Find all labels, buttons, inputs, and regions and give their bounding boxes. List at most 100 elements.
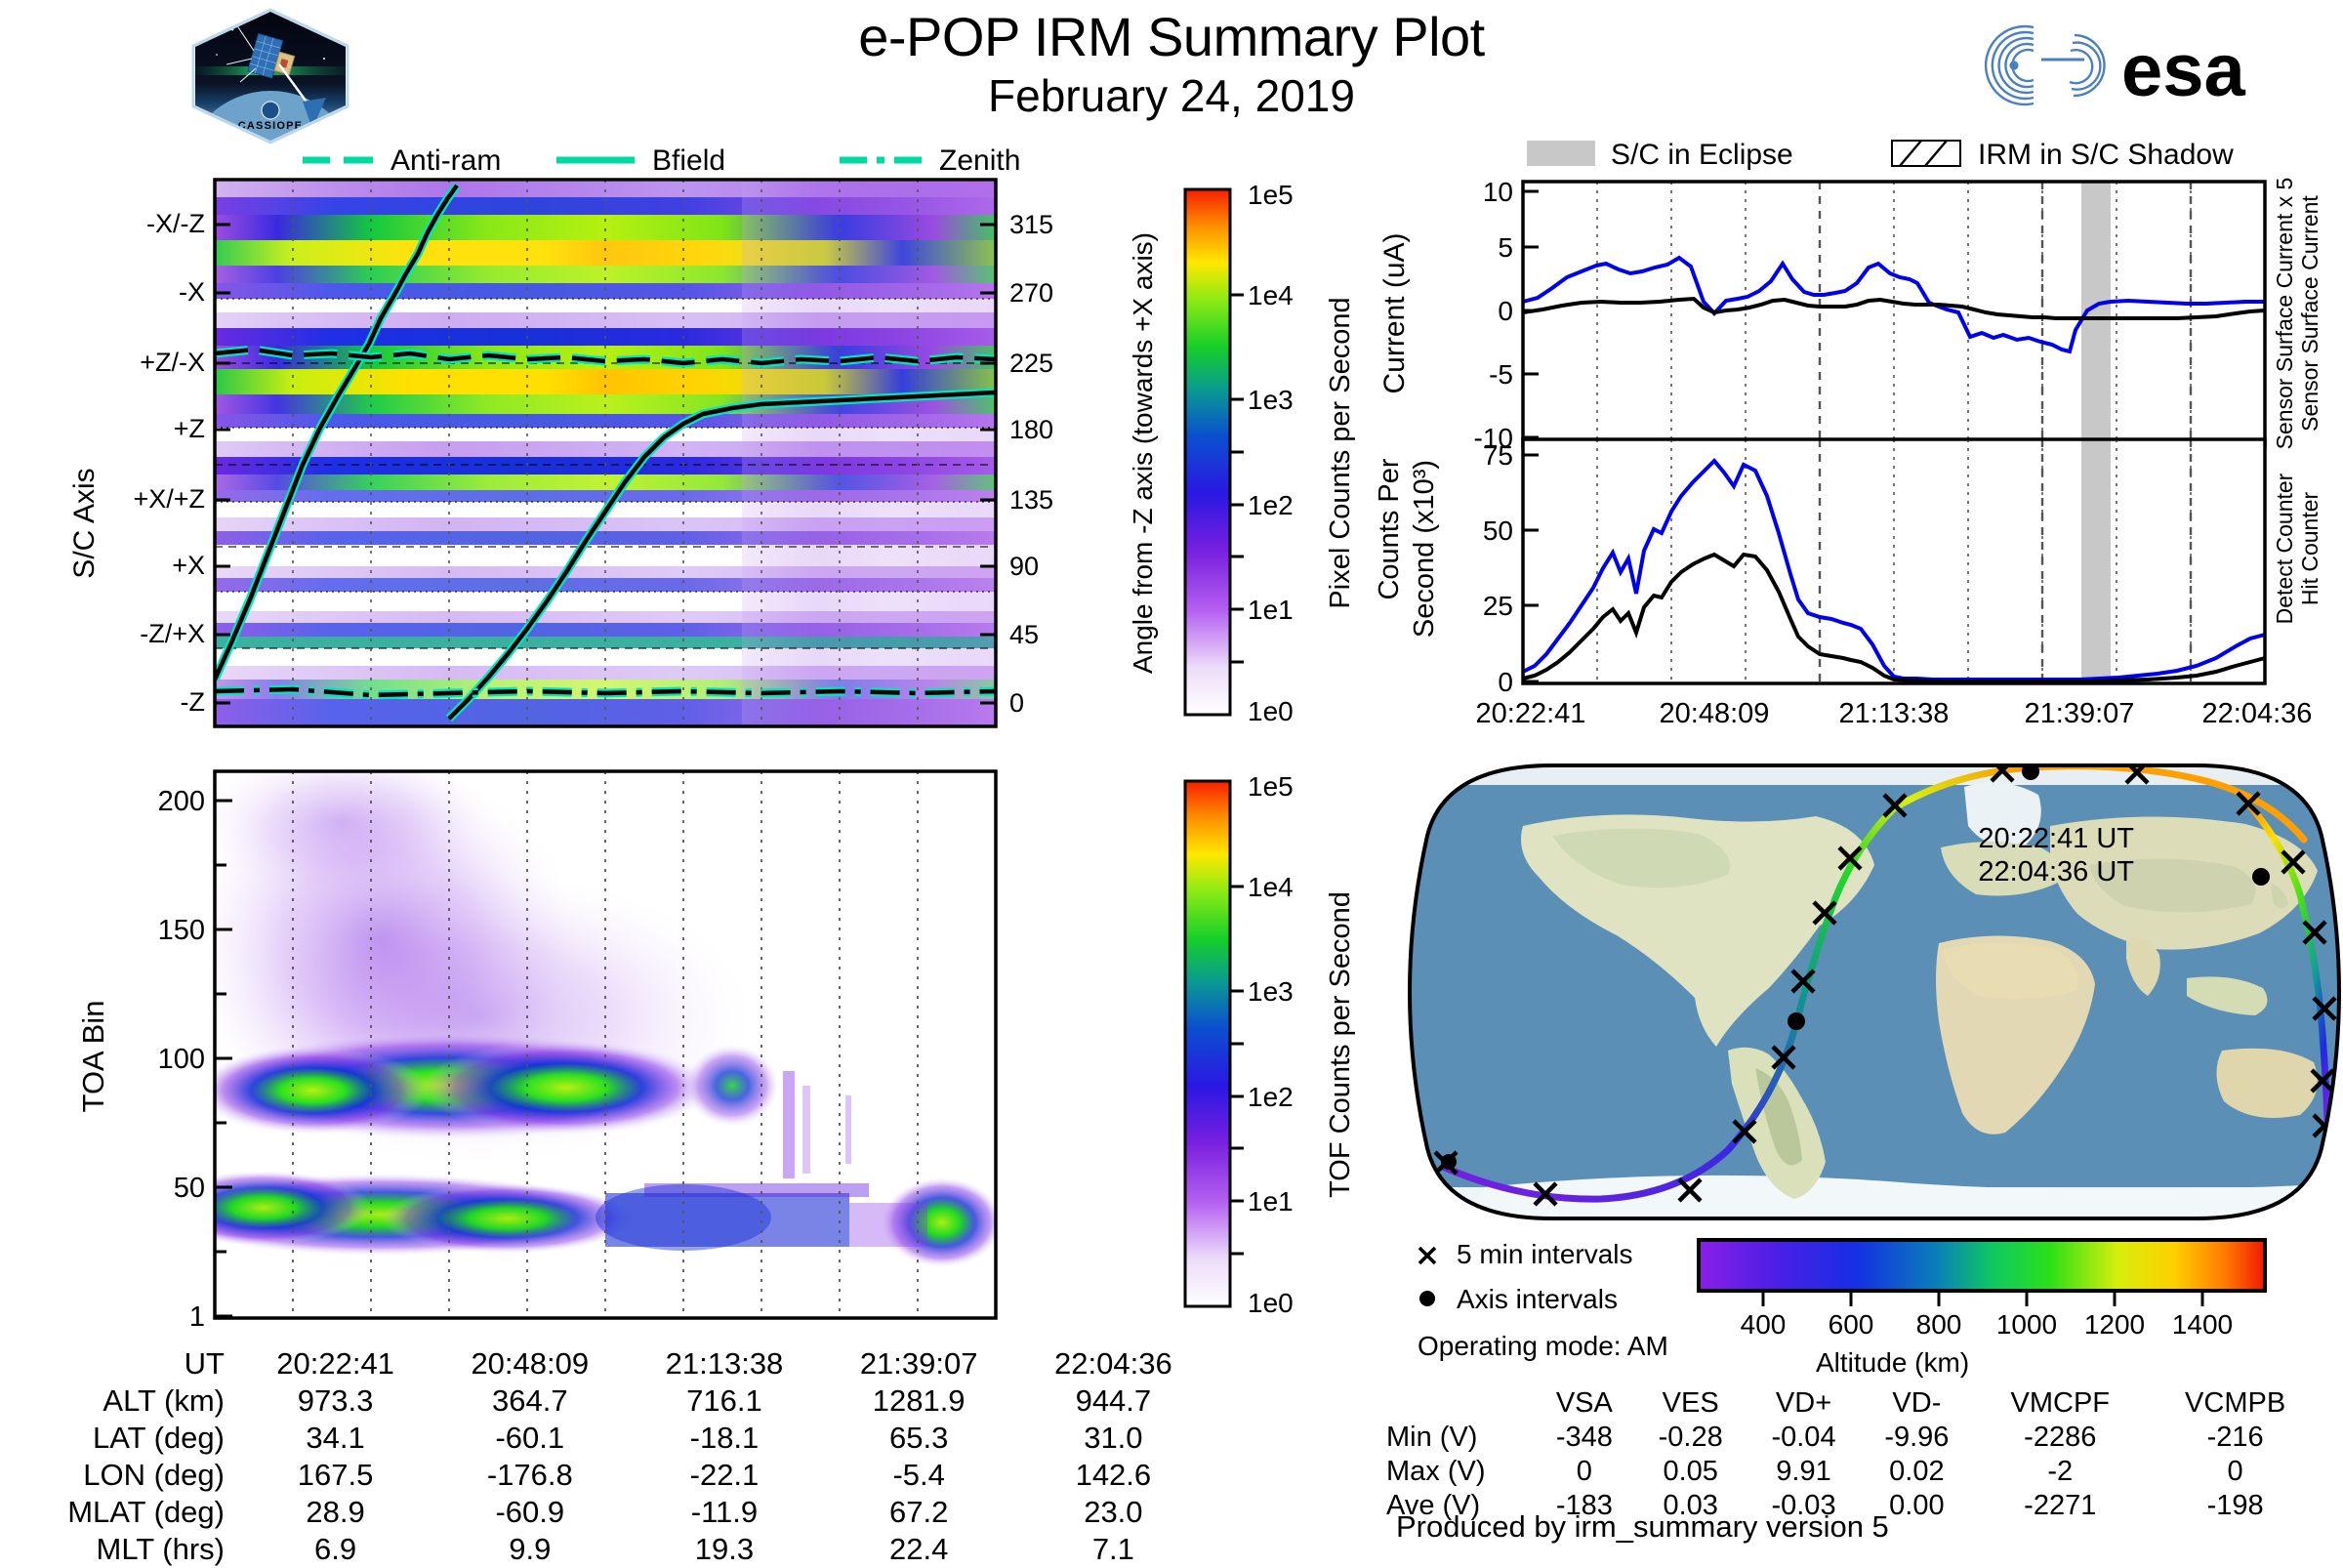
svg-text:Angle from -Z axis (towards +X: Angle from -Z axis (towards +X axis) bbox=[1128, 232, 1158, 674]
svg-text:0: 0 bbox=[1009, 688, 1024, 718]
svg-text:75: 75 bbox=[1483, 440, 1513, 471]
toa-ylabel: TOA Bin bbox=[76, 1001, 110, 1113]
svg-text:1e1: 1e1 bbox=[1248, 595, 1294, 625]
row-label: Max (V) bbox=[1386, 1456, 1486, 1487]
svg-text:-Z/+X: -Z/+X bbox=[140, 619, 205, 648]
svg-text:100: 100 bbox=[158, 1044, 205, 1075]
svg-text:-X/-Z: -X/-Z bbox=[146, 209, 205, 238]
column-header: VES bbox=[1662, 1387, 1719, 1419]
table-cell: 0.05 bbox=[1663, 1456, 1718, 1487]
table-cell: 973.3 bbox=[297, 1383, 374, 1418]
table-row: UT 20:22:41 20:48:09 21:13:38 21:39:07 22:04:… bbox=[59, 1345, 1211, 1382]
svg-text:1e2: 1e2 bbox=[1248, 490, 1294, 520]
subtitle-text: February 24, 2019 bbox=[988, 70, 1355, 121]
table-cell: -60.1 bbox=[495, 1421, 565, 1455]
table-cell: 21:13:38 bbox=[665, 1346, 784, 1381]
table-row: Max (V) 0 0.05 9.91 0.02 -2 0 bbox=[1386, 1455, 2323, 1489]
table-cell: 65.3 bbox=[888, 1421, 949, 1455]
voltage-grid: VSA VES VD+ VD- VMCPF VCMPB Min (V) -348 -0.28 -… bbox=[1386, 1386, 2323, 1523]
counts-panel: 75 50 25 0 Counts Per Second (x10³) Detect… bbox=[1357, 432, 2343, 744]
svg-text:1e0: 1e0 bbox=[1248, 1288, 1294, 1318]
row-label: UT bbox=[184, 1346, 225, 1381]
table-cell: 9.91 bbox=[1776, 1456, 1831, 1487]
row-label: Ave (V) bbox=[1386, 1490, 1481, 1521]
sc-axis-ylabel: S/C Axis bbox=[68, 468, 101, 578]
current-ytick-group: 10 5 0 -5 -10 bbox=[1474, 177, 1513, 453]
row-label: LAT (deg) bbox=[93, 1421, 225, 1455]
table-cell: 67.2 bbox=[888, 1495, 949, 1529]
table-row: MLT (hrs) 6.9 9.9 19.3 22.4 7.1 bbox=[59, 1531, 1211, 1568]
svg-text:-Z: -Z bbox=[181, 687, 205, 717]
table-cell: 6.9 bbox=[314, 1532, 357, 1566]
svg-text:135: 135 bbox=[1009, 485, 1053, 515]
table-cell: 19.3 bbox=[694, 1532, 755, 1566]
esa-logo: esa bbox=[1977, 14, 2270, 116]
svg-text:25: 25 bbox=[1483, 591, 1513, 621]
toa-ytick-group: 200 150 100 50 1 bbox=[158, 786, 205, 1333]
table-cell: -2 bbox=[2047, 1456, 2074, 1487]
svg-text:1000: 1000 bbox=[1996, 1309, 2057, 1340]
svg-text:1e0: 1e0 bbox=[1248, 696, 1294, 726]
column-header: VD+ bbox=[1775, 1387, 1832, 1419]
svg-text:10: 10 bbox=[1483, 177, 1513, 207]
svg-text:21:39:07: 21:39:07 bbox=[2025, 698, 2135, 729]
mission-patch-logo: CASSIOPE bbox=[178, 8, 363, 144]
table-cell: -176.8 bbox=[486, 1458, 573, 1492]
legend-label-anti-ram: Anti-ram bbox=[390, 144, 501, 177]
altitude-cbar-ticks: 400 600 800 1000 1200 1400 bbox=[1741, 1309, 2234, 1340]
table-cell: -9.96 bbox=[1884, 1422, 1950, 1453]
column-header: VMCPF bbox=[2010, 1387, 2111, 1419]
svg-text:1400: 1400 bbox=[2172, 1309, 2233, 1340]
sc-axis-ytick-group: -X/-Z -X +Z/-X +Z +X/+Z +X -Z/+X -Z bbox=[133, 209, 205, 717]
svg-text:1: 1 bbox=[189, 1301, 205, 1333]
table-cell: 1281.9 bbox=[872, 1383, 966, 1418]
row-label: LON (deg) bbox=[83, 1458, 225, 1492]
table-cell: 22:04:36 bbox=[1054, 1346, 1172, 1381]
svg-text:90: 90 bbox=[1009, 552, 1039, 581]
svg-text:esa: esa bbox=[2121, 29, 2246, 112]
altitude-cbar-title: Altitude (km) bbox=[1816, 1347, 1969, 1379]
table-cell: 0.03 bbox=[1663, 1490, 1718, 1521]
table-cell: -2271 bbox=[2024, 1490, 2097, 1521]
table-cell: 0 bbox=[1576, 1456, 1592, 1487]
row-label: Min (V) bbox=[1386, 1422, 1478, 1453]
counts-ylabel-line1: Counts Per bbox=[1374, 458, 1405, 599]
altitude-label: Altitude (km) bbox=[1816, 1347, 1970, 1378]
sc-axis-legend: Anti-ram Bfield Zenith bbox=[283, 137, 1025, 182]
column-header: VCMPB bbox=[2185, 1387, 2286, 1419]
legend-label-shadow: IRM in S/C Shadow bbox=[1978, 139, 2234, 171]
svg-text:225: 225 bbox=[1009, 349, 1053, 378]
svg-text:1e4: 1e4 bbox=[1248, 872, 1294, 902]
counts-ylabel-line2: Second (x10³) bbox=[1409, 460, 1440, 638]
svg-text:50: 50 bbox=[174, 1173, 205, 1204]
table-cell: 142.6 bbox=[1075, 1458, 1152, 1492]
svg-text:1e2: 1e2 bbox=[1248, 1082, 1294, 1112]
altitude-colorbar: 400 600 800 1000 1200 1400 bbox=[1689, 1232, 2294, 1349]
row-label: MLT (hrs) bbox=[96, 1532, 225, 1566]
tof-counts-colorbar: 1e5 1e4 1e3 1e2 1e1 1e0 TOF Counts per Seco… bbox=[1172, 771, 1357, 1318]
svg-text:400: 400 bbox=[1741, 1309, 1787, 1340]
counts-right-label-blue: Detect Counter bbox=[2272, 473, 2297, 624]
table-cell: -0.28 bbox=[1658, 1422, 1723, 1453]
table-cell: 0.02 bbox=[1889, 1456, 1945, 1487]
table-cell: -60.9 bbox=[495, 1495, 565, 1529]
table-cell: 34.1 bbox=[306, 1421, 365, 1455]
svg-text:-10: -10 bbox=[1474, 423, 1513, 453]
legend-label-eclipse: S/C in Eclipse bbox=[1611, 139, 1793, 171]
svg-text:45: 45 bbox=[1009, 620, 1039, 649]
table-cell: -216 bbox=[2206, 1422, 2264, 1453]
table-row: ALT (km) 973.3 364.7 716.1 1281.9 944.7 bbox=[59, 1382, 1211, 1420]
colorbar-label-pixel-counts: Pixel Counts per Second bbox=[1325, 297, 1356, 608]
svg-text:1e4: 1e4 bbox=[1248, 280, 1294, 310]
current-right-label-blue: Sensor Surface Current x 5 bbox=[2272, 178, 2297, 450]
sc-axis-right-axis-title: Angle from -Z axis (towards +X axis) bbox=[1123, 180, 1162, 726]
svg-text:0: 0 bbox=[1498, 296, 1513, 326]
svg-text:1200: 1200 bbox=[2084, 1309, 2145, 1340]
svg-text:22:04:36: 22:04:36 bbox=[2202, 698, 2313, 729]
legend-label-bfield: Bfield bbox=[652, 144, 725, 177]
sc-axis-panel: -X/-Z -X +Z/-X +Z +X/+Z +X -Z/+X -Z 315 2… bbox=[59, 172, 1172, 758]
counts-xtick-group: 20:22:41 20:48:09 21:13:38 21:39:07 22:04:… bbox=[1476, 698, 2313, 729]
table-cell: -183 bbox=[1555, 1490, 1613, 1521]
ephemeris-grid: UT 20:22:41 20:48:09 21:13:38 21:39:07 22:04:… bbox=[59, 1345, 1211, 1568]
svg-text:600: 600 bbox=[1829, 1309, 1874, 1340]
